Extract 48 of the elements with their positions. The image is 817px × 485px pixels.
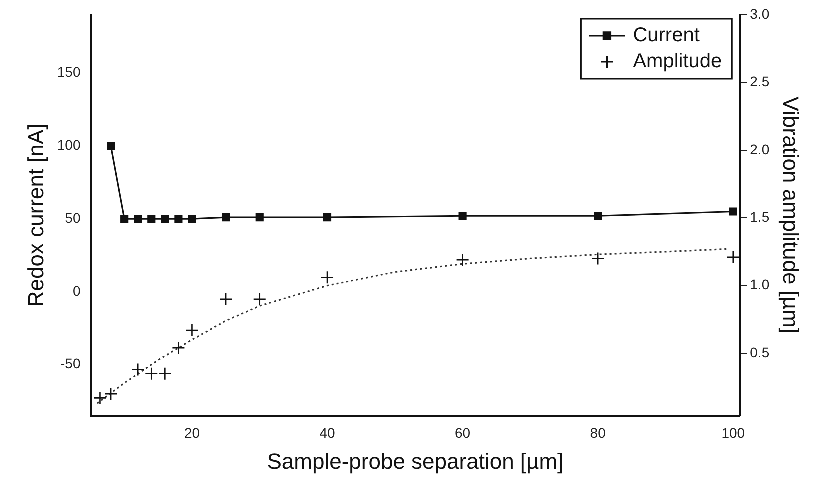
x-tick-label: 60 (455, 425, 471, 442)
line-series (96, 248, 728, 404)
point (594, 212, 602, 220)
point (222, 214, 230, 222)
point (256, 214, 264, 222)
y-tick-label: 50 (65, 210, 81, 226)
point (323, 214, 332, 222)
point (188, 215, 196, 224)
point (174, 215, 183, 224)
y-tick-label: 150 (57, 64, 81, 80)
x-tick-label: 20 (184, 425, 200, 442)
point (104, 387, 118, 401)
x-tick-label: 80 (590, 425, 606, 442)
x-tick-label: 40 (320, 425, 336, 442)
point (172, 341, 186, 355)
y2-tick-label: 1.0 (750, 276, 770, 293)
y-tick-label: 100 (57, 137, 81, 154)
point (456, 253, 470, 267)
point (134, 215, 142, 224)
point (186, 324, 199, 338)
point (591, 252, 605, 266)
point (120, 215, 129, 224)
point (458, 212, 467, 220)
y-axis-title: Redox current [nA] (23, 124, 48, 308)
x-tick-label: 100 (722, 425, 746, 442)
y-tick-label: 0 (72, 282, 81, 299)
y2-tick-label: 2.5 (750, 74, 770, 90)
point (158, 367, 172, 380)
y2-axis-title: Vibration amplitude [µm] (778, 96, 804, 334)
point (94, 392, 107, 405)
point (729, 208, 738, 216)
point (131, 363, 145, 376)
y2-tick-label: 3.0 (750, 6, 770, 22)
point (726, 250, 740, 264)
y2-tick-label: 0.5 (750, 344, 770, 360)
point (107, 142, 116, 150)
point (144, 367, 158, 380)
x-axis-title: Sample-probe separation [µm] (267, 448, 564, 474)
point (148, 215, 156, 224)
legend-label: Amplitude (633, 50, 722, 73)
legend-label: Current (633, 24, 700, 47)
point (253, 292, 267, 306)
point (219, 292, 233, 306)
point (161, 215, 170, 224)
y2-tick-label: 1.5 (750, 208, 770, 225)
y2-tick-label: 2.0 (750, 141, 770, 158)
point (320, 271, 334, 284)
y-tick-label: -50 (60, 356, 81, 372)
